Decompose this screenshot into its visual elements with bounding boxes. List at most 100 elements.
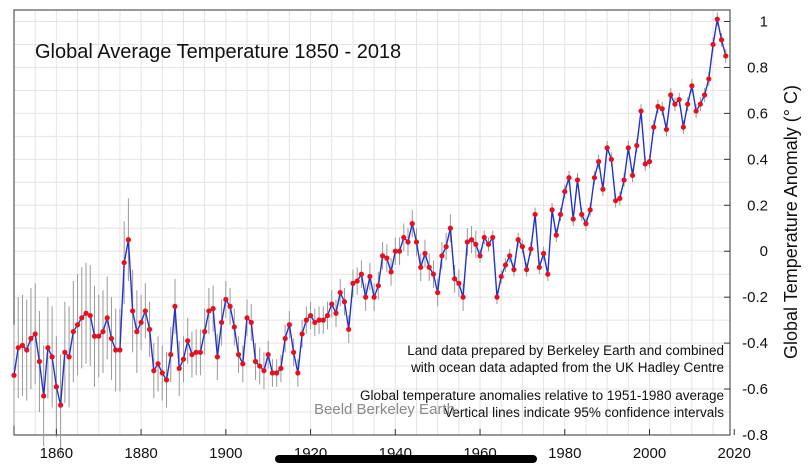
data-point <box>354 278 360 284</box>
data-point <box>596 159 602 165</box>
data-point <box>100 329 106 335</box>
data-point <box>422 250 428 257</box>
data-point <box>341 299 348 305</box>
data-point <box>108 335 115 342</box>
data-point <box>519 244 526 250</box>
data-point <box>223 296 229 303</box>
data-point <box>41 393 47 399</box>
data-point <box>642 161 648 167</box>
data-point <box>307 312 314 319</box>
data-point <box>265 351 271 358</box>
data-point <box>587 207 593 213</box>
data-point <box>481 234 487 241</box>
data-point <box>91 333 98 339</box>
data-point <box>680 124 686 130</box>
data-point <box>443 244 449 250</box>
x-tick-label: 2020 <box>718 445 751 462</box>
data-point <box>613 198 619 204</box>
data-point <box>49 354 55 360</box>
data-point <box>168 351 174 358</box>
data-point <box>83 310 89 316</box>
data-point <box>396 248 403 254</box>
data-point <box>79 315 85 321</box>
annotation-line-2: with ocean data adapted from the UK Hadl… <box>410 360 724 375</box>
data-point <box>36 358 43 365</box>
data-point <box>24 347 30 353</box>
data-point <box>591 175 598 181</box>
data-point <box>180 356 187 362</box>
data-point <box>426 264 432 270</box>
data-point <box>468 237 475 243</box>
data-point <box>32 331 38 337</box>
data-point <box>570 216 576 222</box>
data-point <box>625 145 631 151</box>
data-point <box>130 308 136 314</box>
data-point <box>663 126 670 133</box>
data-point <box>45 345 51 351</box>
data-point <box>540 250 547 257</box>
data-point <box>689 83 695 89</box>
data-point <box>206 308 212 314</box>
data-point <box>718 37 725 43</box>
data-point <box>409 221 415 227</box>
data-point <box>646 159 653 165</box>
data-point <box>579 211 585 218</box>
data-point <box>218 319 225 326</box>
data-point <box>337 289 343 296</box>
data-point <box>490 234 496 241</box>
data-point <box>553 232 559 238</box>
watermark: Beeld Berkeley Earth <box>314 401 455 418</box>
data-point <box>367 273 373 280</box>
data-point <box>545 271 551 277</box>
data-point <box>524 266 530 273</box>
data-point <box>151 368 157 374</box>
data-point <box>189 351 195 358</box>
data-point <box>329 301 335 307</box>
data-point <box>401 234 407 241</box>
data-point <box>693 108 699 114</box>
data-point <box>121 260 127 266</box>
data-point <box>371 294 377 300</box>
data-point <box>659 106 665 112</box>
data-point <box>532 211 538 218</box>
data-point <box>456 280 462 286</box>
data-point <box>608 156 614 162</box>
data-point <box>299 331 305 337</box>
data-point <box>502 262 509 268</box>
data-point <box>96 333 102 339</box>
data-point <box>477 253 483 259</box>
data-point <box>261 368 267 374</box>
data-point <box>447 225 453 231</box>
data-point <box>172 303 178 309</box>
data-point <box>460 294 466 300</box>
data-point <box>278 365 284 371</box>
data-point <box>634 142 640 149</box>
data-point <box>452 276 458 282</box>
y-axis-label: Global Temperature Anomaly (° C) <box>781 85 801 359</box>
data-point <box>701 92 708 98</box>
y-tick-label: 0.4 <box>747 151 768 168</box>
data-point <box>464 239 470 245</box>
y-tick-label: -0.6 <box>742 381 768 398</box>
data-point <box>202 329 208 335</box>
data-point <box>11 372 17 378</box>
y-axis-ticks: -0.8 -0.6 -0.4 -0.2 0 0.2 0.4 0.6 0.8 1 <box>724 13 768 444</box>
data-point <box>320 317 326 323</box>
data-point <box>113 347 119 353</box>
data-point <box>358 271 365 277</box>
data-point <box>58 402 64 408</box>
data-point <box>70 329 76 335</box>
x-tick-label: 1860 <box>40 445 73 462</box>
data-point <box>651 124 657 130</box>
data-point <box>439 253 445 259</box>
data-point <box>511 266 517 273</box>
y-tick-label: 0 <box>760 243 768 260</box>
data-point <box>244 315 250 321</box>
y-tick-label: 1 <box>760 13 768 30</box>
x-tick-label: 1980 <box>548 445 581 462</box>
data-points <box>11 16 729 408</box>
data-point <box>566 175 572 181</box>
data-point <box>312 319 318 326</box>
data-point <box>536 264 542 270</box>
data-point <box>392 248 398 254</box>
